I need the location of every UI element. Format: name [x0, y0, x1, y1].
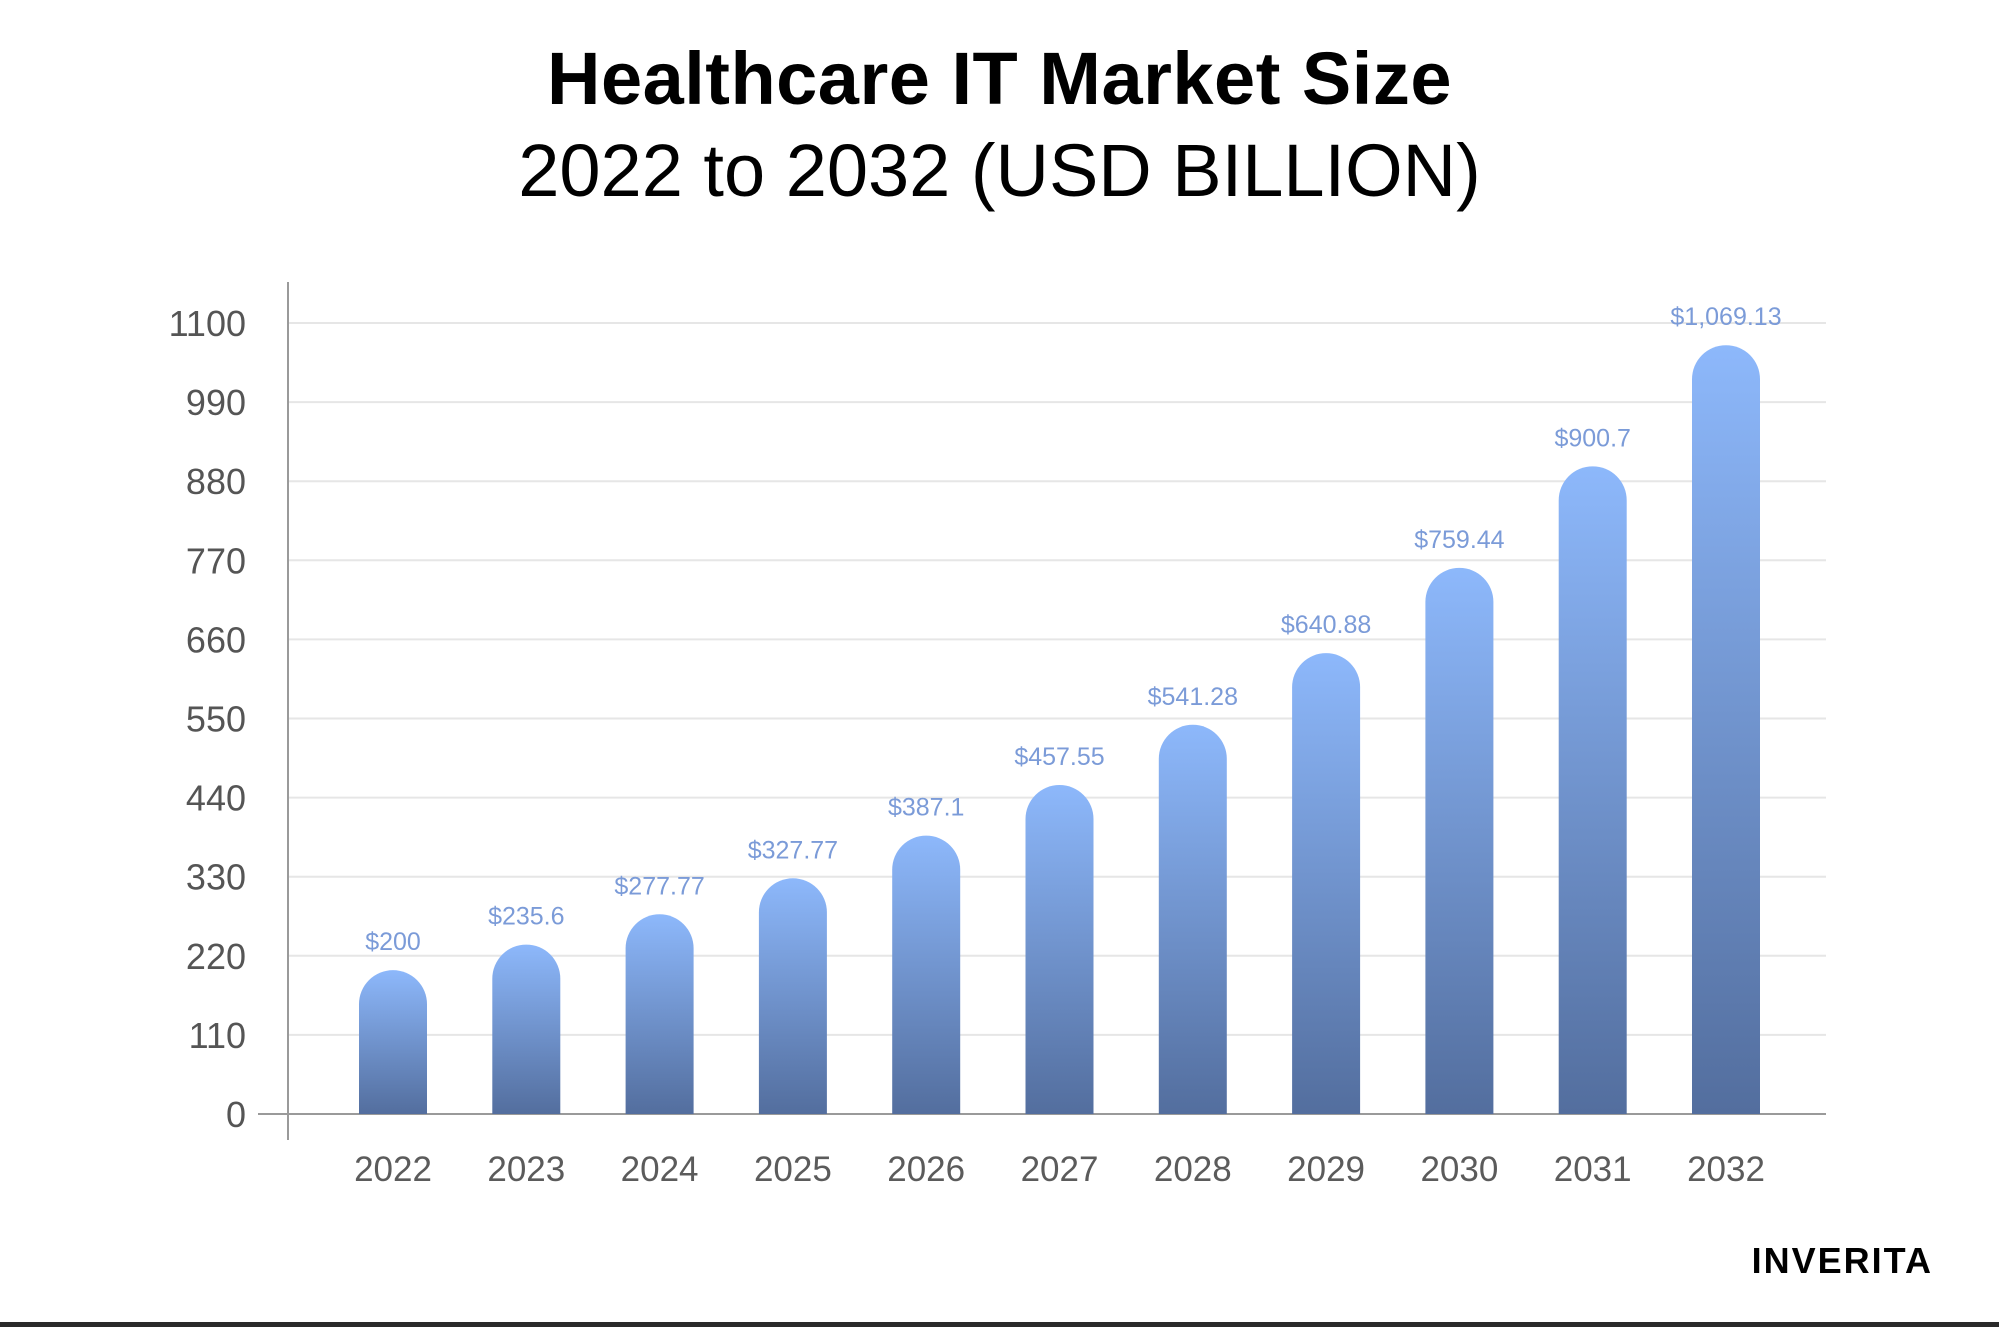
- data-label: $640.88: [1281, 611, 1371, 639]
- bar-2023: [492, 944, 561, 1114]
- y-tick-label: 550: [186, 699, 246, 740]
- chart-title: Healthcare IT Market Size: [547, 37, 1452, 120]
- x-tick-label: 2031: [1554, 1150, 1632, 1189]
- y-tick-label: 770: [186, 540, 246, 581]
- bottom-rule: [0, 1322, 1999, 1327]
- x-tick-label: 2027: [1021, 1150, 1099, 1189]
- chart-subtitle: 2022 to 2032 (USD BILLION): [518, 129, 1481, 212]
- data-label: $327.77: [748, 836, 838, 864]
- x-tick-label: 2022: [354, 1150, 432, 1189]
- y-tick-label: 0: [226, 1094, 246, 1135]
- data-labels: $200 $235.6 $277.77 $327.77 $387.1 $457.55 $54…: [365, 303, 1781, 956]
- x-tick-label: 2030: [1420, 1150, 1498, 1189]
- data-label: $235.6: [488, 903, 564, 931]
- bar-2030: [1425, 567, 1494, 1114]
- x-tick-label: 2029: [1287, 1150, 1365, 1189]
- brand-logo: INVERITA: [1751, 1240, 1933, 1281]
- y-tick-label: 440: [186, 778, 246, 819]
- y-tick-label: 330: [186, 857, 246, 898]
- y-tick-label: 880: [186, 461, 246, 502]
- y-tick-label: 990: [186, 382, 246, 423]
- y-tick-label: 220: [186, 936, 246, 977]
- x-tick-label: 2026: [887, 1150, 965, 1189]
- data-label: $1,069.13: [1670, 303, 1781, 331]
- x-tick-label: 2025: [754, 1150, 832, 1189]
- bar-2031: [1558, 466, 1627, 1115]
- bars: [359, 345, 1760, 1115]
- bar-2024: [625, 914, 694, 1114]
- data-label: $200: [365, 928, 421, 956]
- data-label: $759.44: [1414, 526, 1504, 554]
- bar-2029: [1292, 653, 1361, 1114]
- data-label: $387.1: [888, 794, 964, 822]
- x-tick-label: 2032: [1687, 1150, 1765, 1189]
- y-tick-label: 1100: [169, 303, 246, 344]
- x-tick-label: 2023: [487, 1150, 565, 1189]
- data-label: $900.7: [1554, 424, 1630, 452]
- bar-2027: [1025, 784, 1094, 1114]
- bar-2022: [359, 970, 427, 1114]
- bar-2025: [758, 878, 827, 1114]
- bar-2026: [892, 835, 961, 1114]
- data-label: $457.55: [1014, 743, 1104, 771]
- y-tick-label: 110: [189, 1015, 246, 1056]
- data-label: $541.28: [1148, 683, 1238, 711]
- bar-2032: [1692, 345, 1760, 1114]
- axes: 0 110 220 330 440 550 660 770 880 990 1100 2022 2023…: [169, 282, 1826, 1189]
- x-tick-label: 2028: [1154, 1150, 1232, 1189]
- bar-2028: [1158, 724, 1227, 1114]
- data-label: $277.77: [614, 872, 704, 900]
- x-tick-label: 2024: [621, 1150, 699, 1189]
- y-tick-label: 660: [186, 619, 246, 660]
